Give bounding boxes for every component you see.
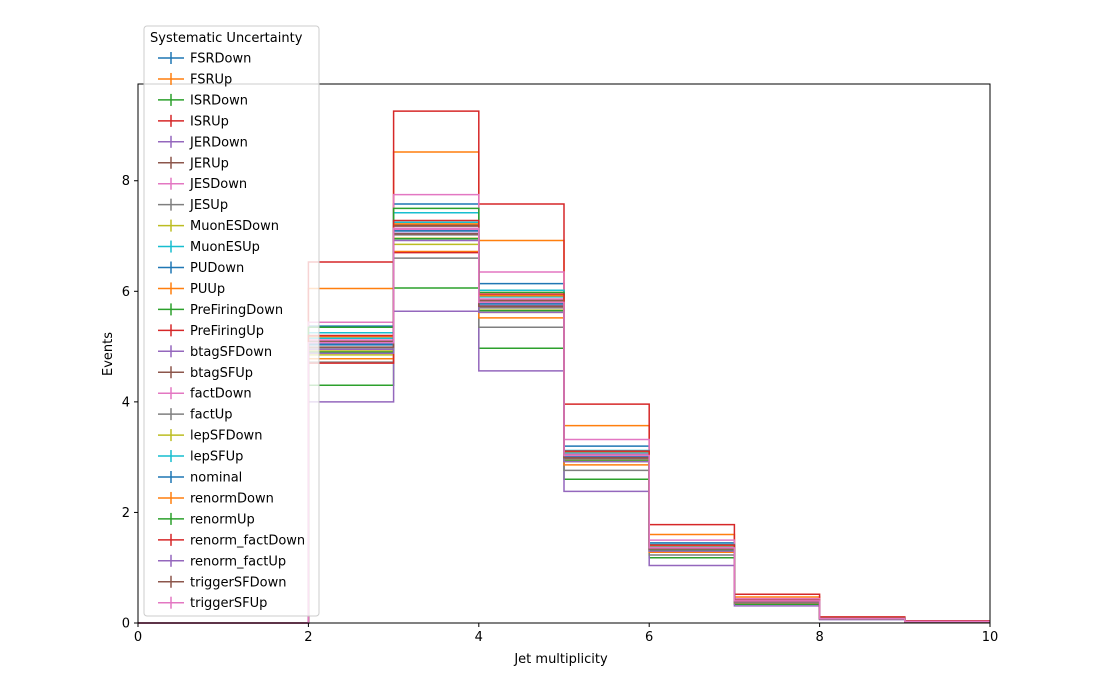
legend-item-23: renorm_factDown [158, 533, 305, 548]
legend-label: btagSFUp [190, 366, 253, 381]
legend-label: PUUp [190, 282, 225, 297]
legend-item-9: MuonESUp [158, 240, 260, 255]
legend-item-15: btagSFUp [158, 366, 253, 381]
y-tick-label-0: 0 [122, 617, 130, 632]
y-tick-label-1: 2 [122, 506, 130, 521]
x-tick-label-1: 2 [304, 630, 312, 645]
legend-label: lepSFUp [190, 450, 243, 465]
legend-label: FSRUp [190, 72, 232, 87]
legend-label: JESUp [189, 198, 228, 213]
legend-label: MuonESUp [190, 240, 260, 255]
legend-label: factUp [190, 408, 233, 423]
legend-item-21: renormDown [158, 491, 274, 506]
legend-label: ISRDown [190, 93, 248, 108]
legend-label: JESDown [189, 177, 247, 192]
legend-label: JERUp [189, 156, 229, 171]
legend-item-6: JESDown [158, 177, 247, 192]
y-tick-label-2: 4 [122, 395, 130, 410]
legend-item-13: PreFiringUp [158, 324, 264, 339]
legend-item-5: JERUp [158, 156, 229, 171]
legend-label: renormUp [190, 512, 255, 527]
y-axis-label: Events [101, 332, 116, 376]
legend-item-8: MuonESDown [158, 219, 279, 234]
legend-item-24: renorm_factUp [158, 554, 286, 569]
legend-label: FSRDown [190, 52, 251, 67]
legend-item-25: triggerSFDown [158, 575, 286, 590]
legend-item-22: renormUp [158, 512, 255, 527]
x-axis: 0 2 4 6 8 10 [134, 623, 998, 645]
legend-item-11: PUUp [158, 282, 225, 297]
legend-label: renormDown [190, 491, 274, 506]
legend-label: PreFiringDown [190, 303, 283, 318]
legend-label: PUDown [190, 261, 244, 276]
x-axis-label: Jet multiplicity [513, 652, 608, 667]
legend-label: lepSFDown [190, 429, 262, 444]
legend-item-14: btagSFDown [158, 345, 272, 360]
legend-label: PreFiringUp [190, 324, 264, 339]
legend-item-20: nominal [158, 471, 242, 486]
legend-label: triggerSFDown [190, 575, 286, 590]
y-axis: 0 2 4 6 8 [122, 174, 138, 632]
legend-box [143, 25, 320, 617]
legend-item-18: lepSFDown [158, 429, 262, 444]
x-tick-label-3: 6 [645, 630, 653, 645]
legend-item-16: factDown [158, 387, 252, 402]
legend-item-17: factUp [158, 408, 233, 423]
y-tick-label-3: 6 [122, 285, 130, 300]
legend-label: btagSFDown [190, 345, 272, 360]
legend-items: FSRDown FSRUp ISRDown ISRUp JERDown JERUp JESD… [158, 52, 305, 611]
legend-item-3: ISRUp [158, 114, 229, 129]
legend-label: ISRUp [190, 114, 229, 129]
legend-item-10: PUDown [158, 261, 244, 276]
plot-frame [137, 83, 991, 624]
legend-item-0: FSRDown [158, 52, 251, 67]
legend-item-2: ISRDown [158, 93, 248, 108]
legend-item-7: JESUp [158, 198, 228, 213]
legend-label: JERDown [189, 135, 248, 150]
y-tick-label-4: 8 [122, 174, 130, 189]
legend-label: factDown [190, 387, 252, 402]
x-tick-label-4: 8 [815, 630, 823, 645]
legend-label: triggerSFUp [190, 596, 267, 611]
x-tick-label-5: 10 [982, 630, 999, 645]
legend-title: Systematic Uncertainty [150, 31, 303, 46]
legend-item-1: FSRUp [158, 72, 232, 87]
x-tick-label-0: 0 [134, 630, 142, 645]
legend-item-19: lepSFUp [158, 450, 243, 465]
legend-label: renorm_factDown [190, 533, 305, 548]
legend-item-26: triggerSFUp [158, 596, 267, 611]
legend-label: nominal [190, 471, 242, 486]
legend-item-4: JERDown [158, 135, 248, 150]
legend: Systematic Uncertainty FSRDown FSRUp ISRDo… [143, 25, 320, 617]
legend-label: renorm_factUp [190, 554, 286, 569]
legend-item-12: PreFiringDown [158, 303, 283, 318]
x-tick-label-2: 4 [475, 630, 483, 645]
legend-label: MuonESDown [190, 219, 279, 234]
